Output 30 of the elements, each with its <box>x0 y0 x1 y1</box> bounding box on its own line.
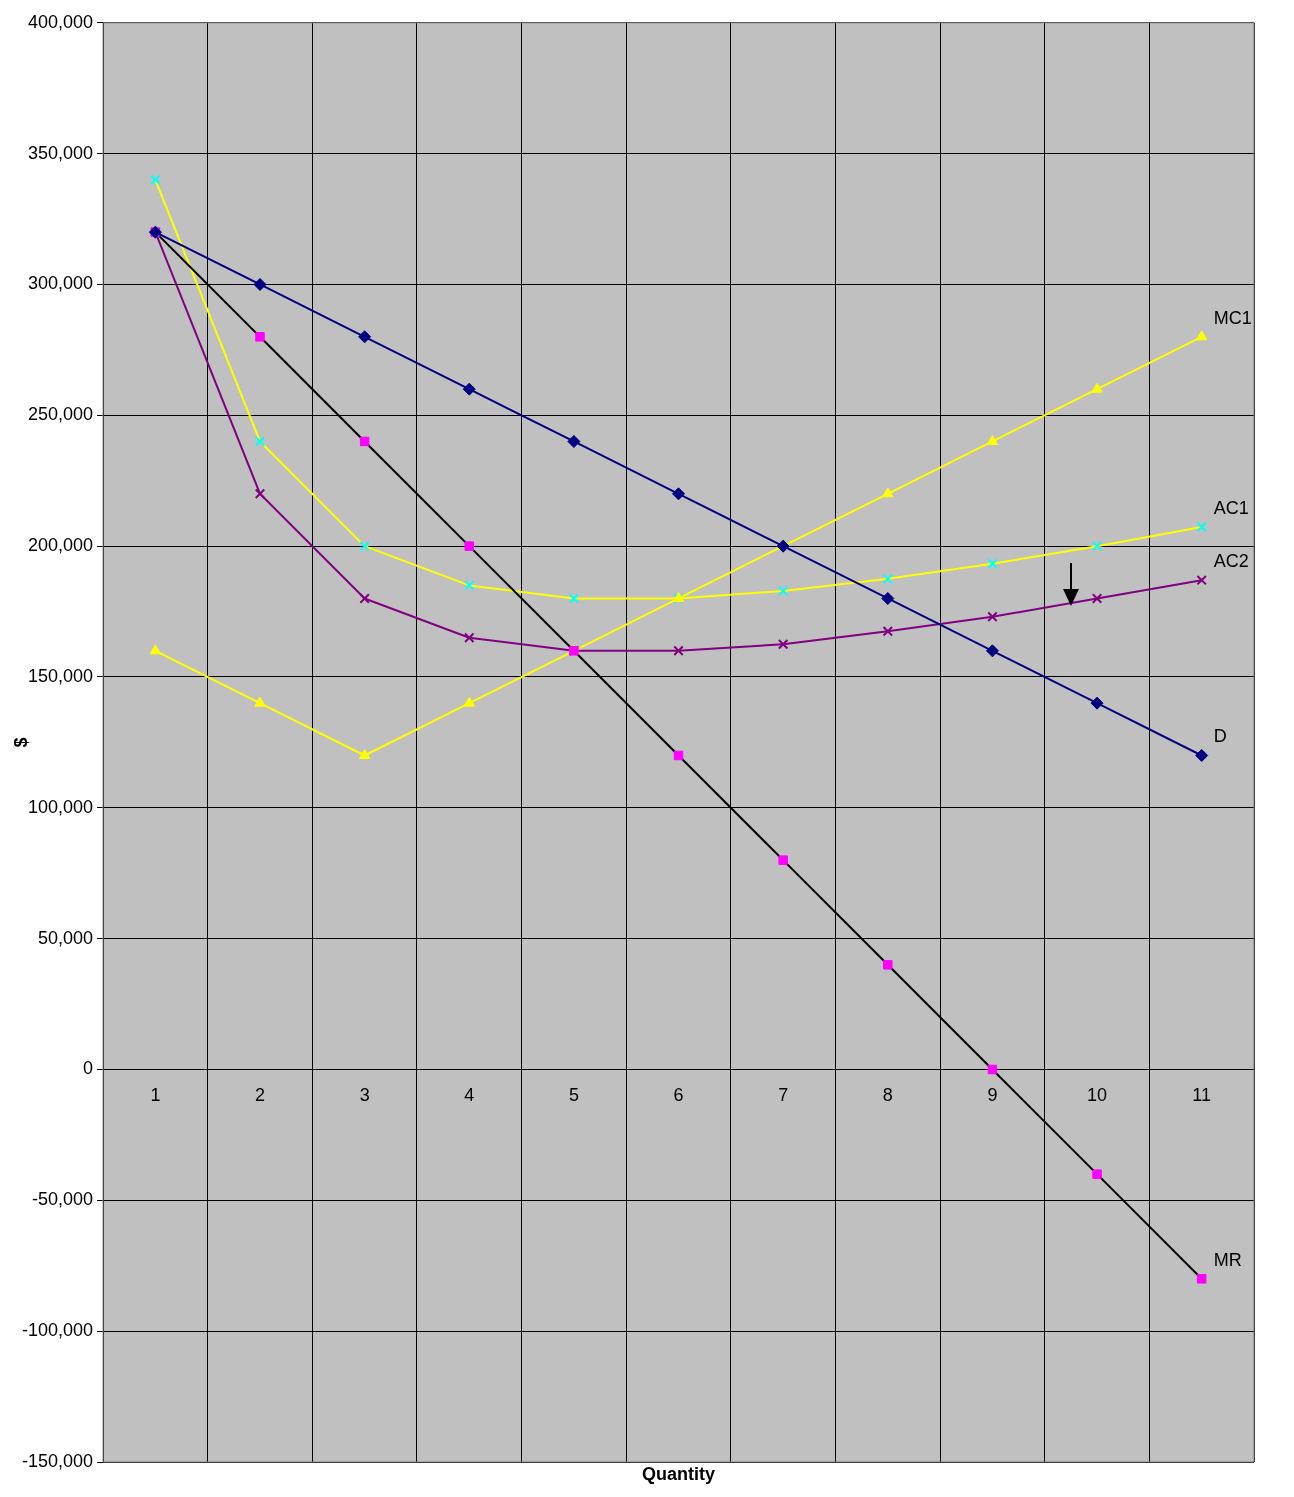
x-axis-title: Quantity <box>642 1463 716 1484</box>
y-tick-label: 0 <box>83 1058 94 1079</box>
x-tick-label: 6 <box>673 1085 684 1106</box>
x-tick-label: 10 <box>1087 1085 1108 1106</box>
x-tick-label: 2 <box>255 1085 266 1106</box>
x-tick-label: 8 <box>882 1085 893 1106</box>
y-tick-label: 400,000 <box>27 11 94 32</box>
x-tick-label: 5 <box>568 1085 579 1106</box>
x-tick-label: 11 <box>1192 1085 1212 1106</box>
y-tick-label: 350,000 <box>27 142 94 163</box>
series-label: AC1 <box>1213 498 1249 519</box>
x-tick-label: 7 <box>778 1085 789 1106</box>
series-label: MR <box>1213 1249 1242 1270</box>
x-tick-label: 9 <box>987 1085 998 1106</box>
y-tick-label: -150,000 <box>22 1450 94 1471</box>
y-tick-label: 300,000 <box>27 273 94 294</box>
series-label: D <box>1213 726 1227 747</box>
y-tick-label: 100,000 <box>27 796 94 817</box>
y-tick-label: -50,000 <box>32 1189 94 1210</box>
y-tick-label: 200,000 <box>27 535 94 556</box>
y-tick-label: 250,000 <box>27 404 94 425</box>
y-tick-label: 150,000 <box>27 665 94 686</box>
series-label: AC2 <box>1213 551 1249 572</box>
x-tick-label: 3 <box>359 1085 370 1106</box>
y-tick-label: 50,000 <box>38 927 94 948</box>
series-label: MC1 <box>1213 307 1252 328</box>
x-tick-label: 1 <box>150 1085 161 1106</box>
x-tick-label: 4 <box>464 1085 475 1106</box>
y-axis-title: $ <box>10 737 31 748</box>
y-tick-label: -100,000 <box>22 1320 94 1341</box>
